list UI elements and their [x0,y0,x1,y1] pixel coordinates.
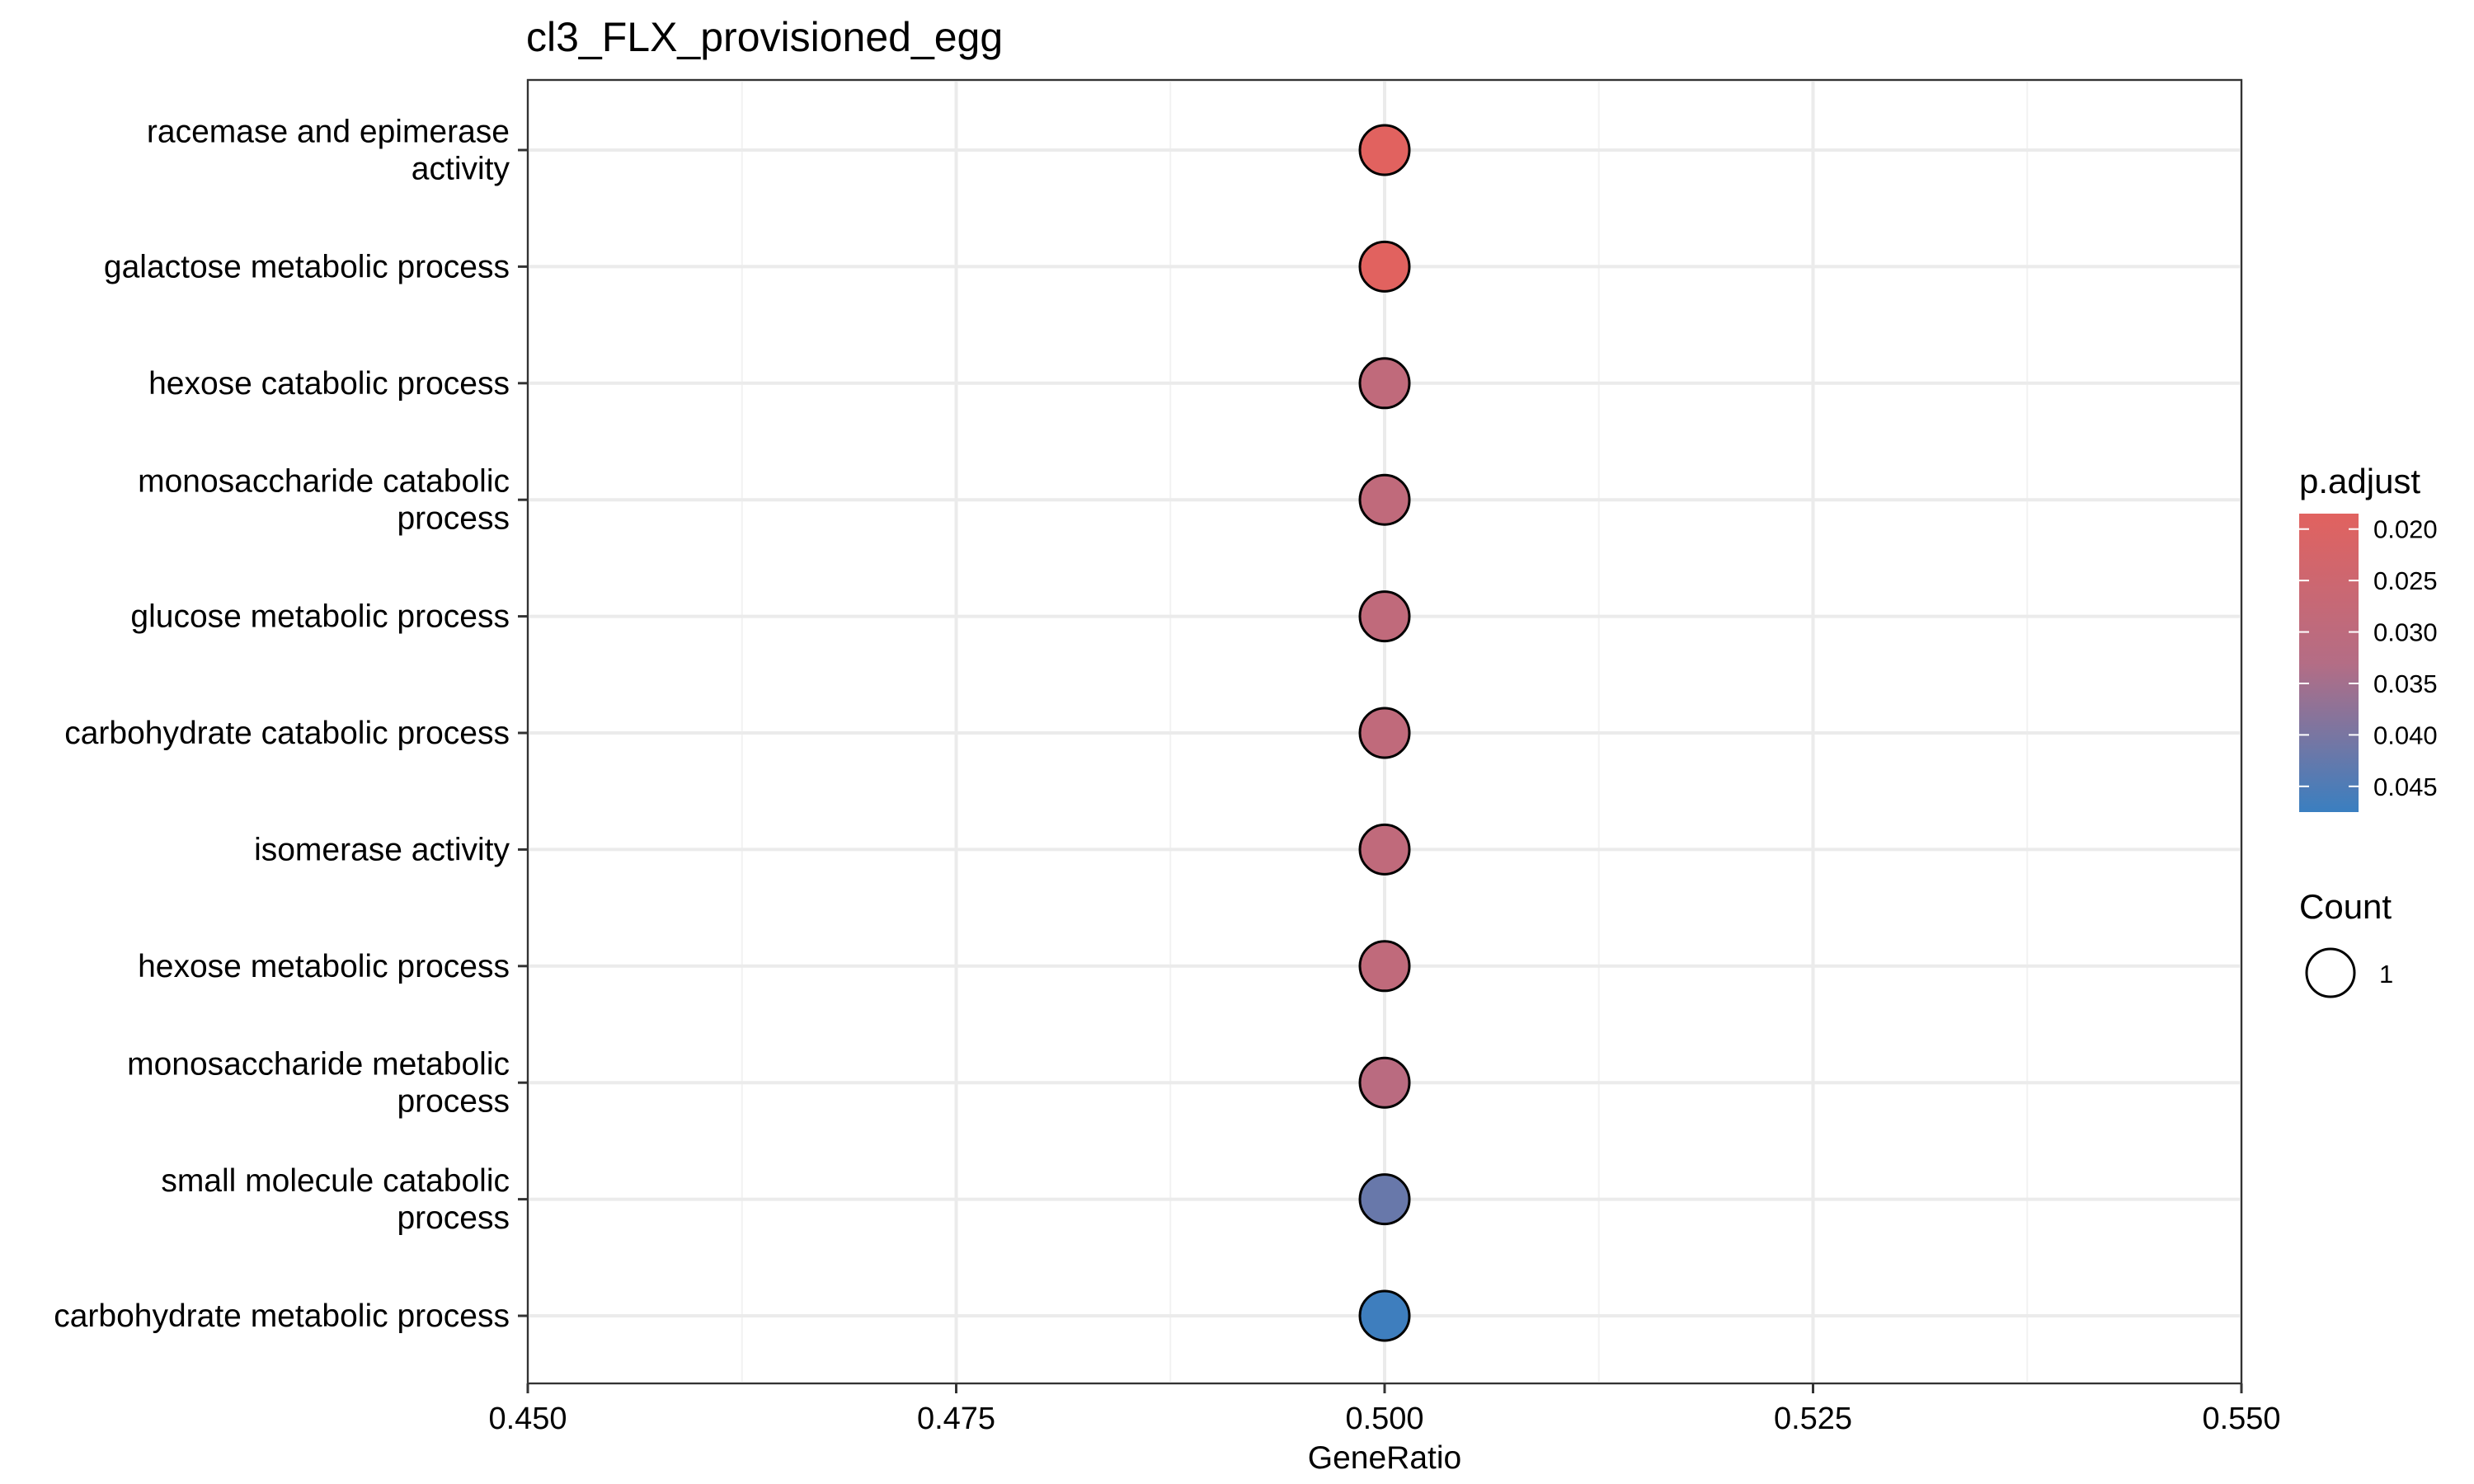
color-legend-tick-label: 0.020 [2373,515,2438,544]
x-tick-label: 0.475 [917,1402,995,1436]
color-legend-tick-label: 0.035 [2373,669,2438,698]
color-legend-tick-label: 0.025 [2373,566,2438,595]
x-tick-label: 0.525 [1774,1402,1852,1436]
color-legend-tick-label: 0.040 [2373,721,2438,749]
x-tick-label: 0.500 [1345,1402,1423,1436]
y-tick-label: monosaccharide metabolic process [127,1047,510,1120]
plot-panel [526,78,2243,1385]
data-point [1358,1056,1411,1109]
data-point [1358,124,1411,176]
x-tick-label: 0.550 [2202,1402,2280,1436]
data-point [1358,1289,1411,1342]
data-point [1358,940,1411,993]
y-axis: racemase and epimerase activity galactose … [54,115,528,1334]
color-legend-tick-label: 0.045 [2373,773,2438,801]
data-points [1358,124,1411,1342]
color-legend: p.adjust 0.020 0.025 0.030 0.035 0.040 0.045 [2299,462,2438,812]
data-point [1358,240,1411,293]
data-point [1358,707,1411,759]
size-legend-title: Count [2299,887,2392,926]
y-tick-label: carbohydrate metabolic process [54,1298,510,1334]
data-point [1358,473,1411,526]
y-tick-label: racemase and epimerase activity [147,115,510,187]
color-legend-title: p.adjust [2299,462,2420,500]
y-tick-label: carbohydrate catabolic process [64,716,510,751]
data-point [1358,590,1411,643]
y-tick-label: glucose metabolic process [130,599,510,635]
x-tick-label: 0.450 [488,1402,567,1436]
data-point [1358,357,1411,410]
color-legend-bar [2299,514,2359,812]
x-axis: 0.450 0.475 0.500 0.525 0.550 [488,1383,2281,1436]
color-legend-ticks: 0.020 0.025 0.030 0.035 0.040 0.045 [2299,515,2438,801]
y-tick-label: galactose metabolic process [104,249,510,284]
y-tick-label: hexose metabolic process [138,949,510,984]
x-axis-title: GeneRatio [1308,1440,1461,1476]
size-legend-label: 1 [2379,960,2393,989]
size-legend: Count 1 [2299,887,2393,998]
y-tick-label: small molecule catabolic process [161,1163,510,1236]
y-tick-label: hexose catabolic process [148,366,510,402]
y-tick-label: isomerase activity [254,832,510,867]
color-legend-tick-label: 0.030 [2373,618,2438,647]
data-point [1358,1173,1411,1226]
y-tick-label: monosaccharide catabolic process [138,464,510,537]
size-legend-key [2305,947,2356,998]
data-point [1358,823,1411,876]
chart-title: cl3_FLX_provisioned_egg [526,14,1003,60]
